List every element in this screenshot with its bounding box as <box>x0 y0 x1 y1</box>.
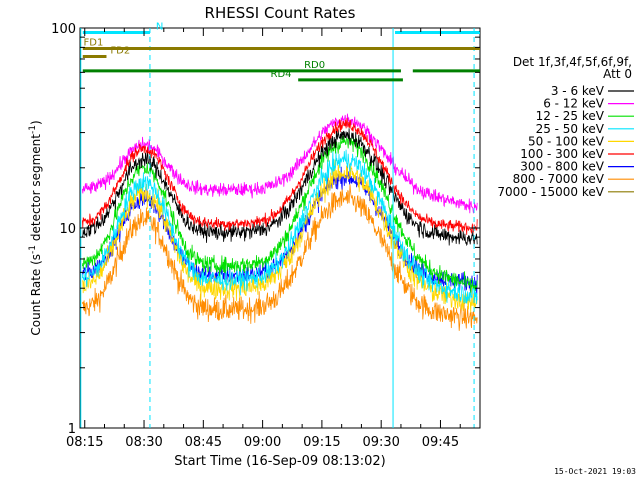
x-tick-label: 08:30 <box>125 435 162 450</box>
flag-label-n: N <box>156 21 163 32</box>
series-line-7 <box>82 184 478 331</box>
series-layer <box>82 113 478 331</box>
legend-label-0: 3 - 6 keV <box>551 84 605 98</box>
x-tick-label: 09:00 <box>244 435 281 450</box>
y-tick-label: 100 <box>51 22 76 37</box>
flag-label-rd0: RD0 <box>304 60 325 71</box>
legend-label-5: 100 - 300 keV <box>520 147 604 161</box>
legend-label-3: 25 - 50 keV <box>536 122 605 136</box>
flag-bars: N FD1 FD2 RD0 RD4 <box>82 21 480 82</box>
x-axis-label: Start Time (16-Sep-09 08:13:02) <box>174 454 385 469</box>
x-tick-label: 08:45 <box>185 435 222 450</box>
flag-label-fd1: FD1 <box>84 37 104 48</box>
y-axis-label: Count Rate (s-1 detector segment-1) <box>28 120 43 335</box>
x-tick-label: 08:15 <box>66 435 103 450</box>
chart-title: RHESSI Count Rates <box>205 4 356 22</box>
x-tick-label: 09:45 <box>422 435 459 450</box>
legend-label-7: 800 - 7000 keV <box>513 172 605 186</box>
x-tick-label: 09:15 <box>303 435 340 450</box>
series-line-5 <box>82 117 478 235</box>
legend-label-8: 7000 - 15000 keV <box>497 185 604 199</box>
flag-label-rd4: RD4 <box>271 69 292 80</box>
legend-label-4: 50 - 100 keV <box>528 134 605 148</box>
series-line-2 <box>82 132 478 293</box>
y-tick-label: 10 <box>59 222 76 237</box>
legend-header-1: Det 1f,3f,4f,5f,6f,9f, <box>513 55 632 69</box>
series-line-0 <box>82 128 478 247</box>
legend-label-2: 12 - 25 keV <box>536 109 605 123</box>
x-tick-label: 09:30 <box>362 435 399 450</box>
series-line-3 <box>82 149 478 305</box>
legend-label-1: 6 - 12 keV <box>543 97 605 111</box>
y-tick-label: 1 <box>68 422 76 437</box>
axis-ticks: 08:15 08:30 08:45 09:00 09:15 09:30 09:45 1 10 10… <box>51 22 481 450</box>
flag-label-fd2: FD2 <box>110 46 130 57</box>
footer-timestamp: 15-Oct-2021 19:03 <box>554 467 636 476</box>
legend: Det 1f,3f,4f,5f,6f,9f, Att 0 3 - 6 keV6 … <box>497 55 634 199</box>
legend-header-2: Att 0 <box>603 67 632 81</box>
legend-label-6: 300 - 800 keV <box>520 160 604 174</box>
